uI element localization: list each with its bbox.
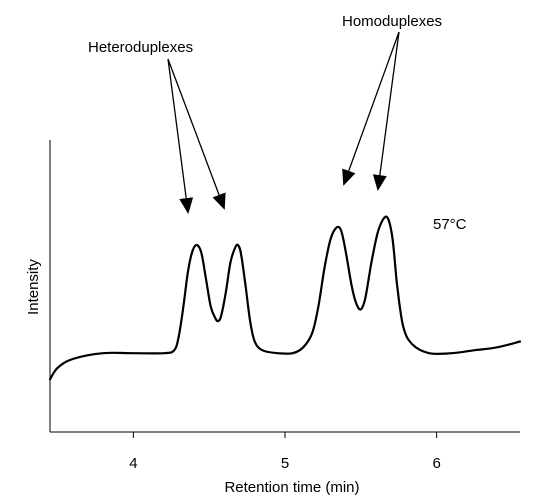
x-tick-label: 5: [281, 455, 289, 472]
heteroduplex-arrow-2: [167, 58, 226, 210]
x-axis-label: Retention time (min): [224, 479, 359, 496]
x-axis-ticks: 4 5 6: [129, 432, 441, 472]
chromatogram-trace: [48, 215, 522, 381]
heteroduplexes-label: Heteroduplexes: [88, 39, 193, 56]
y-axis-label: Intensity: [25, 259, 42, 315]
temperature-label: 57°C: [433, 216, 467, 233]
homoduplex-arrow-1: [342, 31, 400, 186]
homoduplexes-annotation: Homoduplexes: [342, 13, 442, 191]
x-tick-label: 4: [129, 455, 137, 472]
x-tick-label: 6: [432, 455, 440, 472]
homoduplex-arrow-2: [372, 31, 400, 191]
homoduplexes-label: Homoduplexes: [342, 13, 442, 30]
heteroduplex-arrow-1: [167, 58, 194, 214]
heteroduplexes-annotation: Heteroduplexes: [88, 39, 226, 214]
